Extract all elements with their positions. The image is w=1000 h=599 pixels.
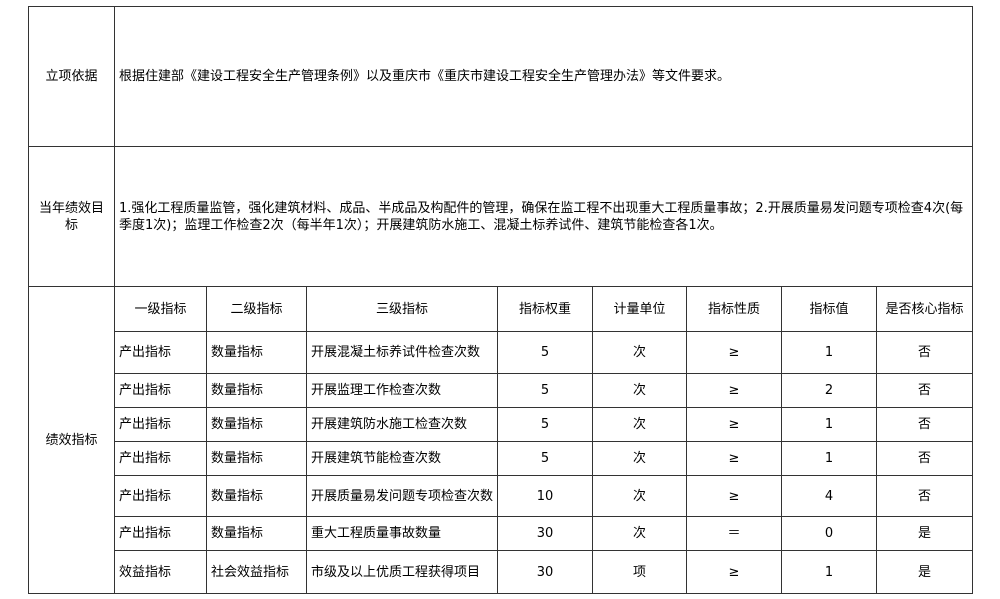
table-cell: 开展质量易发问题专项检查次数	[306, 475, 498, 517]
table-cell: 1	[781, 331, 877, 374]
table-cell: 1	[781, 550, 877, 594]
table-cell: 产出指标	[114, 516, 207, 551]
table-cell: 次	[592, 373, 687, 408]
table-cell: ≥	[686, 441, 782, 476]
table-cell: ≥	[686, 373, 782, 408]
table-cell: 5	[497, 441, 593, 476]
table-cell: 产出指标	[114, 331, 207, 374]
table-cell: 重大工程质量事故数量	[306, 516, 498, 551]
column-header: 是否核心指标	[875, 286, 974, 332]
table-cell: 30	[497, 550, 593, 594]
column-header: 一级指标	[114, 286, 207, 332]
table-row: 产出指标 数量指标 开展监理工作检查次数 5 次 ≥2 否	[29, 373, 974, 408]
table-cell: 效益指标	[114, 550, 207, 594]
table-row: 产出指标 数量指标 开展建筑节能检查次数 5 次 ≥1 否	[29, 441, 974, 476]
column-header: 三级指标	[306, 286, 498, 332]
table-cell: 社会效益指标	[206, 550, 307, 594]
table-row: 产出指标 数量指标 重大工程质量事故数量 30 次＝ 0 是	[29, 516, 974, 551]
table-cell: 产出指标	[114, 373, 207, 408]
goal-text: 1.强化工程质量监管，强化建筑材料、成品、半成品及构配件的管理，确保在监工程不出…	[113, 146, 974, 287]
basis-label: 立项依据	[28, 6, 115, 147]
table-cell: 1	[781, 441, 877, 476]
table-cell: 次	[592, 441, 687, 476]
table-cell: 开展建筑防水施工检查次数	[306, 407, 498, 442]
table-cell: 产出指标	[114, 441, 207, 476]
column-header: 二级指标	[206, 286, 307, 332]
table-cell: 数量指标	[206, 407, 307, 442]
table-cell: 次	[592, 407, 687, 442]
table-cell: ＝	[686, 516, 782, 551]
table-row: 效益指标 社会效益指标 市级及以上优质工程获得项目 30 项 ≥1 是	[29, 550, 974, 594]
table-cell: 产出指标	[114, 407, 207, 442]
table-row: 产出指标 数量指标 开展混凝土标养试件检查次数 5 次 ≥1 否	[29, 331, 974, 374]
performance-table: 立项依据 根据住建部《建设工程安全生产管理条例》以及重庆市《重庆市建设工程安全生产…	[28, 6, 974, 594]
table-cell: 是	[875, 516, 974, 551]
table-cell: 数量指标	[206, 475, 307, 517]
table-cell: 数量指标	[206, 441, 307, 476]
table-cell: 否	[875, 441, 974, 476]
table-cell: 次	[592, 331, 687, 374]
column-header: 指标值	[781, 286, 877, 332]
table-cell: 否	[875, 373, 974, 408]
table-cell: 产出指标	[114, 475, 207, 517]
table-cell: 2	[781, 373, 877, 408]
table-cell: 5	[497, 373, 593, 408]
goal-label: 当年绩效目标	[28, 146, 115, 287]
table-row: 产出指标 数量指标 开展建筑防水施工检查次数 5 次 ≥1 否	[29, 407, 974, 442]
column-header: 指标性质	[686, 286, 782, 332]
table-cell: 项	[592, 550, 687, 594]
table-cell: 否	[875, 475, 974, 517]
table-cell: 否	[875, 331, 974, 374]
table-cell: 5	[497, 331, 593, 374]
table-cell: 次	[592, 475, 687, 517]
table-cell: 4	[781, 475, 877, 517]
table-cell: 开展监理工作检查次数	[306, 373, 498, 408]
table-cell: 数量指标	[206, 331, 307, 374]
table-cell: 是	[875, 550, 974, 594]
column-header: 指标权重	[497, 286, 593, 332]
column-header: 计量单位	[592, 286, 687, 332]
table-cell: 市级及以上优质工程获得项目	[306, 550, 498, 594]
table-cell: ≥	[686, 407, 782, 442]
table-row: 产出指标 数量指标 开展质量易发问题专项检查次数 10 次 ≥4 否	[29, 475, 974, 517]
table-cell: ≥	[686, 550, 782, 594]
table-cell: 否	[875, 407, 974, 442]
indicators-label: 绩效指标	[28, 286, 115, 594]
basis-text: 根据住建部《建设工程安全生产管理条例》以及重庆市《重庆市建设工程安全生产管理办法…	[113, 6, 974, 147]
table-cell: 10	[497, 475, 593, 517]
table-cell: 1	[781, 407, 877, 442]
table-cell: ≥	[686, 331, 782, 374]
table-cell: ≥	[686, 475, 782, 517]
table-cell: 数量指标	[206, 373, 307, 408]
table-cell: 开展混凝土标养试件检查次数	[306, 331, 498, 374]
table-cell: 0	[781, 516, 877, 551]
table-cell: 30	[497, 516, 593, 551]
table-cell: 数量指标	[206, 516, 307, 551]
table-cell: 开展建筑节能检查次数	[306, 441, 498, 476]
table-cell: 5	[497, 407, 593, 442]
table-cell: 次	[592, 516, 687, 551]
